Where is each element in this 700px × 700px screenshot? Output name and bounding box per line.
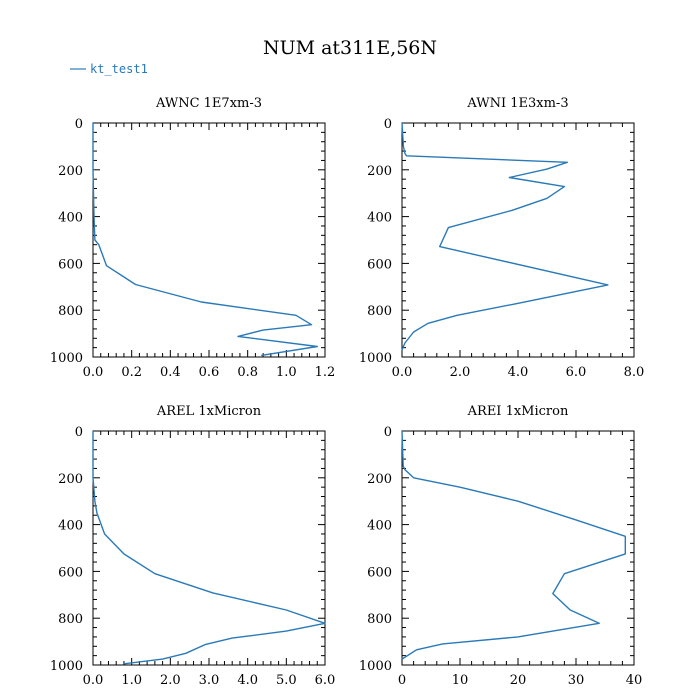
panel-1-series-line-1 — [92, 123, 318, 357]
panel-2-xtick-label: 4.0 — [508, 365, 529, 380]
panel-4-ytick-label: 400 — [367, 519, 392, 534]
panel-1-xtick-label: 0.6 — [199, 365, 220, 380]
panel-4-xtick-label: 20 — [510, 673, 527, 688]
panel-2-ytick-label: 0 — [384, 117, 392, 132]
panel-4-xtick-label: 0 — [398, 673, 406, 688]
legend-label: kt_test1 — [90, 62, 148, 76]
panel-2-ytick-label: 1000 — [359, 351, 392, 366]
panel-2-ytick-label: 400 — [367, 211, 392, 226]
panel-2-frame — [401, 122, 635, 358]
panel-4-series-line-1 — [401, 430, 626, 660]
panel-4-ytick-label: 200 — [367, 472, 392, 487]
panel-1-xtick-label: 0.4 — [160, 365, 181, 380]
panel-1-ytick-label: 0 — [75, 117, 83, 132]
panel-2-ytick-label: 600 — [367, 257, 392, 272]
panel-2-xtick-label: 6.0 — [566, 365, 587, 380]
panel-4-xtick-label: 40 — [626, 673, 643, 688]
panel-1-xtick-label: 1.2 — [315, 365, 336, 380]
panel-3-ytick-label: 200 — [58, 472, 83, 487]
panel-4-ytick-label: 1000 — [359, 659, 392, 674]
panel-2-xtick-label: 0.0 — [392, 365, 413, 380]
panel-4-ytick-label: 0 — [384, 425, 392, 440]
panel-2-xtick-label: 8.0 — [624, 365, 645, 380]
panel-3-xtick-label: 5.0 — [276, 673, 297, 688]
panel-1-ytick-label: 1000 — [50, 351, 83, 366]
panel-3-ytick-label: 400 — [58, 519, 83, 534]
panel-1-xtick-label: 0.2 — [121, 365, 142, 380]
panel-4-xtick-label: 10 — [452, 673, 469, 688]
panel-1-xtick-label: 1.0 — [276, 365, 297, 380]
panel-1-ytick-label: 200 — [58, 164, 83, 179]
panel-3-ytick-label: 600 — [58, 565, 83, 580]
panel-3-xtick-label: 1.0 — [121, 673, 142, 688]
panel-3-ytick-label: 0 — [75, 425, 83, 440]
panel-3-ytick-label: 1000 — [50, 659, 83, 674]
panel-4-ytick-label: 600 — [367, 565, 392, 580]
panel-4-frame — [401, 430, 635, 666]
panel-1-frame — [92, 122, 326, 358]
panel-2-title: AWNI 1E3xm-3 — [466, 96, 568, 111]
panel-4-title: AREI 1xMicron — [467, 404, 569, 419]
panel-4-xtick-label: 30 — [568, 673, 585, 688]
panel-2-series-line-1 — [401, 122, 609, 351]
panel-3-title: AREL 1xMicron — [156, 404, 262, 419]
panel-1-xtick-label: 0.8 — [237, 365, 258, 380]
panel-1-title: AWNC 1E7xm-3 — [155, 96, 262, 111]
panel-3-series-line-1 — [92, 431, 326, 665]
panel-3-xtick-label: 6.0 — [315, 673, 336, 688]
panel-4-ytick-label: 800 — [367, 612, 392, 627]
figure-title: NUM at311E,56N — [263, 37, 437, 59]
panel-3-xtick-label: 3.0 — [199, 673, 220, 688]
panel-2-ytick-label: 800 — [367, 304, 392, 319]
panel-3-ytick-label: 800 — [58, 612, 83, 627]
panel-1-ytick-label: 800 — [58, 304, 83, 319]
panel-3-xtick-label: 2.0 — [160, 673, 181, 688]
panel-2-xtick-label: 2.0 — [450, 365, 471, 380]
panel-3-xtick-label: 4.0 — [237, 673, 258, 688]
panel-1-ytick-label: 600 — [58, 257, 83, 272]
panel-1-xtick-label: 0.0 — [83, 365, 104, 380]
panel-3-xtick-label: 0.0 — [83, 673, 104, 688]
panel-2-ytick-label: 200 — [367, 164, 392, 179]
panel-1-ytick-label: 400 — [58, 211, 83, 226]
